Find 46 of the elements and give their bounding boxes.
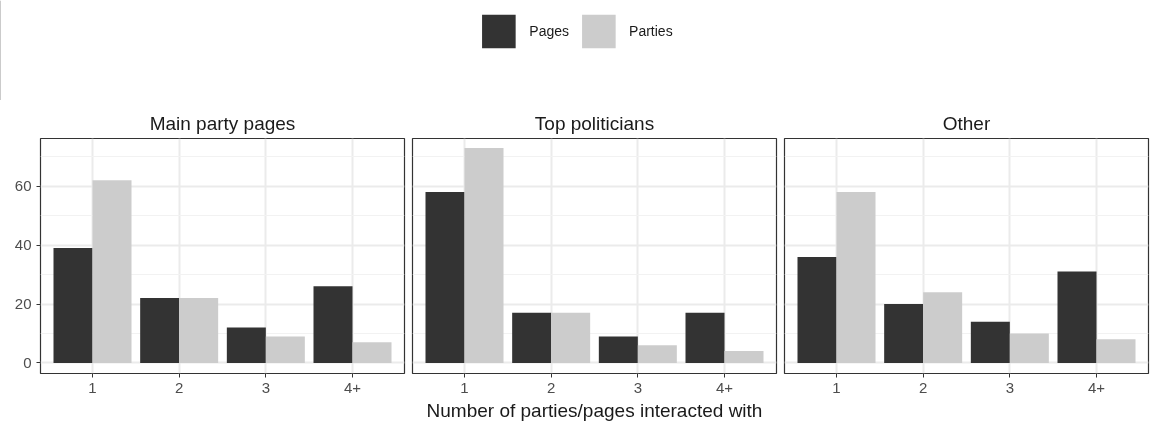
x-tick-label: 4+ [343, 378, 362, 396]
bar [1096, 339, 1136, 363]
chart-title: Other [942, 112, 991, 134]
bar [53, 248, 93, 363]
chart-title: Main party pages [149, 112, 296, 134]
legend-label: Pages [529, 23, 570, 39]
x-axis-title: Number of parties/pages interacted with [426, 399, 763, 421]
bar [598, 336, 638, 363]
bar [836, 192, 876, 363]
bar [425, 192, 465, 363]
x-tick-label: 2 [919, 378, 928, 396]
x-tick-label: 3 [633, 378, 643, 396]
bar [313, 286, 353, 363]
bar [512, 312, 552, 363]
bar [551, 312, 591, 363]
bar [637, 345, 677, 363]
bar [140, 298, 180, 363]
bar [923, 292, 963, 363]
bar [464, 147, 504, 363]
bar [685, 312, 725, 363]
bar [265, 336, 305, 363]
x-tick-label: 1 [832, 378, 841, 396]
bar [352, 342, 392, 363]
bar [1057, 271, 1097, 363]
x-tick-label: 4+ [1087, 378, 1106, 396]
x-tick-label: 1 [88, 378, 97, 396]
y-tick-label: 60 [14, 177, 32, 195]
bar [884, 304, 924, 363]
y-tick-label: 20 [14, 295, 32, 312]
bar [92, 180, 132, 363]
bar [797, 256, 837, 363]
x-tick-label: 1 [460, 378, 469, 396]
bar [724, 351, 764, 363]
x-tick-label: 2 [547, 378, 556, 396]
x-tick-label: 4+ [715, 378, 734, 396]
bar [1009, 333, 1049, 363]
legend-label: Parties [629, 23, 673, 39]
x-tick-label: 3 [261, 378, 271, 396]
bar [226, 327, 266, 363]
chart-title: Top politicians [534, 112, 655, 134]
bar [179, 298, 219, 363]
x-tick-label: 3 [1005, 378, 1015, 396]
x-tick-label: 2 [175, 378, 184, 396]
bar [970, 321, 1010, 363]
y-tick-label: 0 [23, 353, 32, 371]
y-tick-label: 40 [14, 236, 32, 254]
